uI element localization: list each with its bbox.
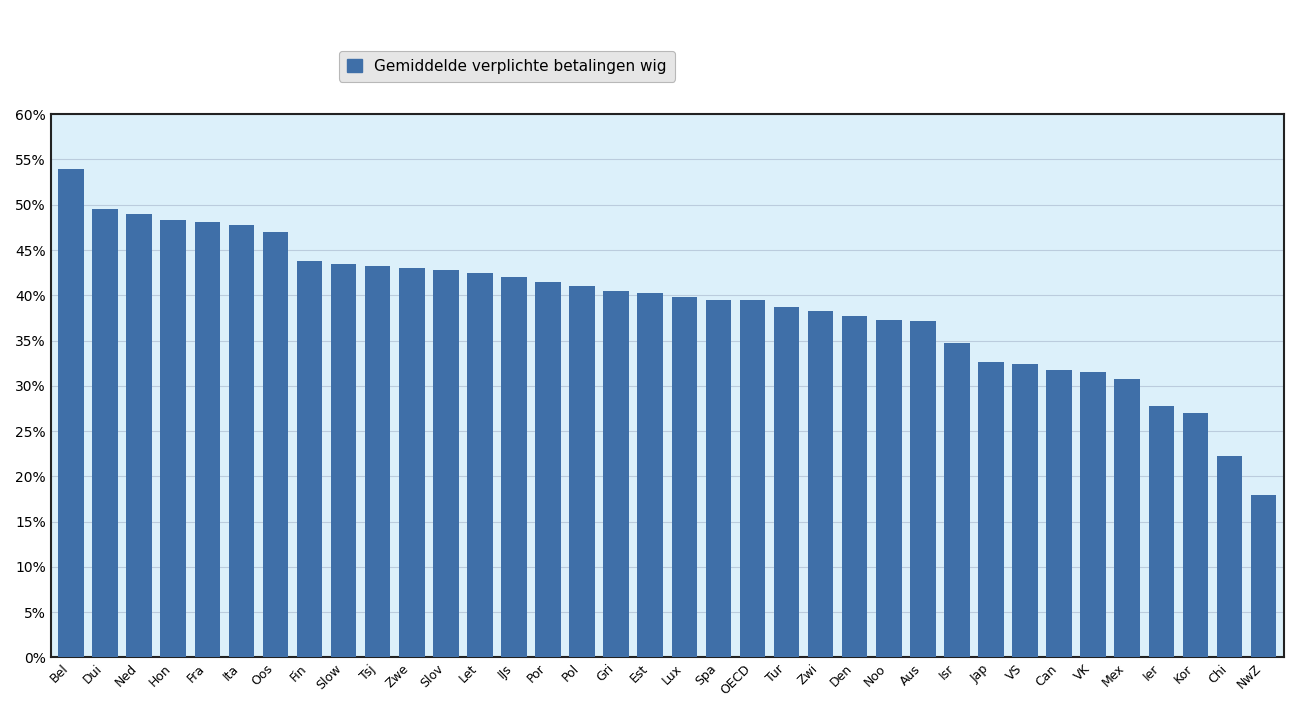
- Bar: [1148, 406, 1174, 657]
- Bar: [161, 220, 186, 657]
- Bar: [501, 277, 527, 657]
- Bar: [1217, 456, 1242, 657]
- Bar: [58, 169, 84, 657]
- Bar: [229, 225, 255, 657]
- Bar: [195, 222, 220, 657]
- Bar: [1182, 413, 1208, 657]
- Bar: [331, 263, 356, 657]
- Bar: [92, 209, 118, 657]
- Bar: [774, 307, 799, 657]
- Bar: [569, 286, 595, 657]
- Bar: [433, 270, 459, 657]
- Bar: [1081, 372, 1105, 657]
- Bar: [1115, 379, 1141, 657]
- Bar: [842, 316, 868, 657]
- Bar: [705, 300, 731, 657]
- Bar: [911, 320, 935, 657]
- Bar: [672, 297, 698, 657]
- Bar: [638, 293, 662, 657]
- Bar: [262, 232, 288, 657]
- Bar: [876, 320, 902, 657]
- Bar: [978, 362, 1004, 657]
- Bar: [808, 310, 834, 657]
- Bar: [365, 266, 391, 657]
- Bar: [126, 214, 152, 657]
- Bar: [1047, 370, 1072, 657]
- Legend: Gemiddelde verplichte betalingen wig: Gemiddelde verplichte betalingen wig: [339, 51, 674, 82]
- Bar: [944, 343, 969, 657]
- Bar: [1251, 496, 1277, 657]
- Bar: [296, 261, 322, 657]
- Bar: [604, 290, 629, 657]
- Bar: [739, 300, 765, 657]
- Bar: [535, 282, 561, 657]
- Bar: [468, 273, 492, 657]
- Bar: [399, 268, 425, 657]
- Bar: [1012, 364, 1038, 657]
